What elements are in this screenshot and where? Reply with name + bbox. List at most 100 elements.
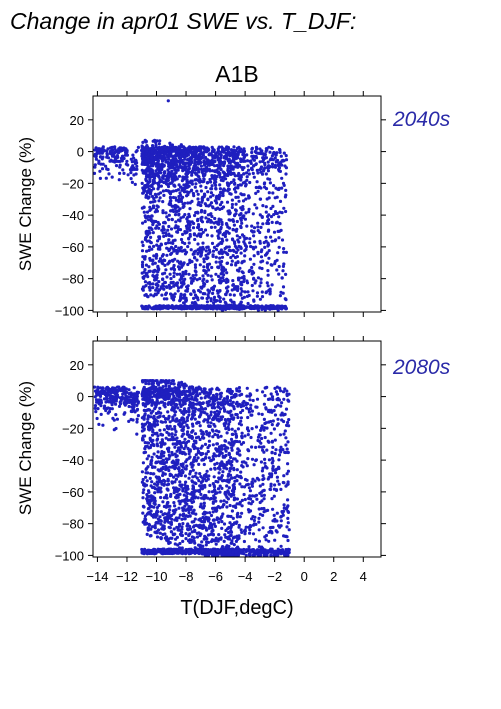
data-point	[156, 171, 160, 175]
data-point	[269, 431, 273, 435]
data-point	[144, 145, 148, 149]
data-point	[158, 148, 162, 152]
data-point	[266, 273, 270, 277]
scatter-points-2080s	[93, 379, 291, 558]
data-point	[149, 219, 153, 223]
data-point	[241, 271, 245, 275]
data-point	[152, 244, 156, 248]
data-point	[225, 156, 229, 160]
data-point	[237, 150, 241, 155]
data-point	[278, 222, 282, 226]
data-point	[247, 172, 251, 176]
data-point	[148, 177, 152, 181]
data-point	[232, 286, 237, 290]
data-point	[252, 158, 256, 162]
data-point	[131, 153, 135, 157]
data-point	[218, 256, 222, 260]
data-point	[219, 499, 223, 503]
data-point	[235, 255, 239, 259]
data-point	[177, 267, 182, 271]
data-point	[282, 503, 286, 507]
data-point	[256, 276, 260, 280]
data-point	[181, 539, 185, 544]
data-point	[241, 199, 246, 203]
data-point	[234, 195, 238, 199]
data-point	[199, 184, 203, 188]
data-point	[151, 206, 156, 210]
data-point	[245, 294, 249, 298]
data-point	[253, 281, 257, 285]
data-point	[196, 203, 200, 207]
data-point	[258, 197, 262, 201]
data-point	[236, 276, 241, 280]
data-point	[150, 214, 154, 218]
data-point	[261, 169, 266, 173]
data-point	[166, 160, 170, 164]
data-point	[155, 139, 159, 143]
data-point	[173, 206, 177, 210]
data-point	[205, 245, 209, 249]
data-point	[94, 152, 98, 156]
data-point	[171, 416, 175, 420]
data-point	[170, 450, 174, 455]
data-point	[183, 248, 187, 252]
data-point	[242, 295, 246, 299]
data-point	[157, 142, 161, 146]
data-point	[181, 215, 185, 219]
scenario-label: A1B	[215, 61, 258, 87]
data-point	[150, 247, 154, 251]
data-point	[148, 288, 152, 292]
data-point	[211, 175, 215, 179]
data-point	[145, 249, 149, 253]
data-point	[277, 482, 281, 486]
data-point	[194, 182, 198, 186]
data-point	[270, 162, 275, 166]
data-point	[250, 445, 254, 449]
data-point	[164, 292, 168, 297]
data-point	[243, 434, 247, 438]
data-point	[202, 177, 206, 181]
data-point	[257, 539, 261, 543]
data-point	[267, 243, 271, 247]
data-point	[238, 393, 242, 397]
data-point	[265, 290, 269, 294]
data-point	[222, 478, 226, 483]
data-point	[282, 250, 286, 254]
data-point	[250, 150, 254, 155]
data-point	[222, 164, 226, 168]
data-point	[227, 218, 231, 222]
data-point	[147, 454, 151, 458]
data-point	[284, 307, 288, 311]
data-point	[205, 296, 209, 301]
data-point	[255, 147, 259, 151]
data-point	[205, 181, 209, 185]
data-point	[202, 462, 206, 467]
data-point	[199, 179, 203, 183]
data-point	[165, 502, 169, 507]
data-point	[155, 286, 159, 290]
data-point	[186, 150, 190, 154]
data-point	[221, 191, 225, 195]
data-point	[190, 180, 194, 184]
data-point	[216, 402, 221, 406]
data-point	[194, 481, 198, 486]
data-point	[169, 277, 173, 281]
data-point	[179, 216, 183, 220]
data-point	[246, 415, 250, 420]
data-point	[232, 187, 237, 191]
data-point	[190, 220, 194, 224]
data-point	[254, 425, 259, 429]
data-point	[248, 159, 252, 163]
data-point	[194, 211, 198, 215]
data-point	[184, 460, 188, 464]
data-point	[151, 200, 155, 204]
data-point	[260, 172, 265, 176]
data-point	[159, 286, 163, 290]
data-point	[267, 145, 271, 149]
data-point	[205, 233, 209, 237]
data-point	[179, 185, 183, 189]
data-point	[261, 222, 265, 226]
data-point	[203, 485, 207, 489]
data-point	[176, 265, 181, 269]
data-point	[230, 172, 234, 176]
